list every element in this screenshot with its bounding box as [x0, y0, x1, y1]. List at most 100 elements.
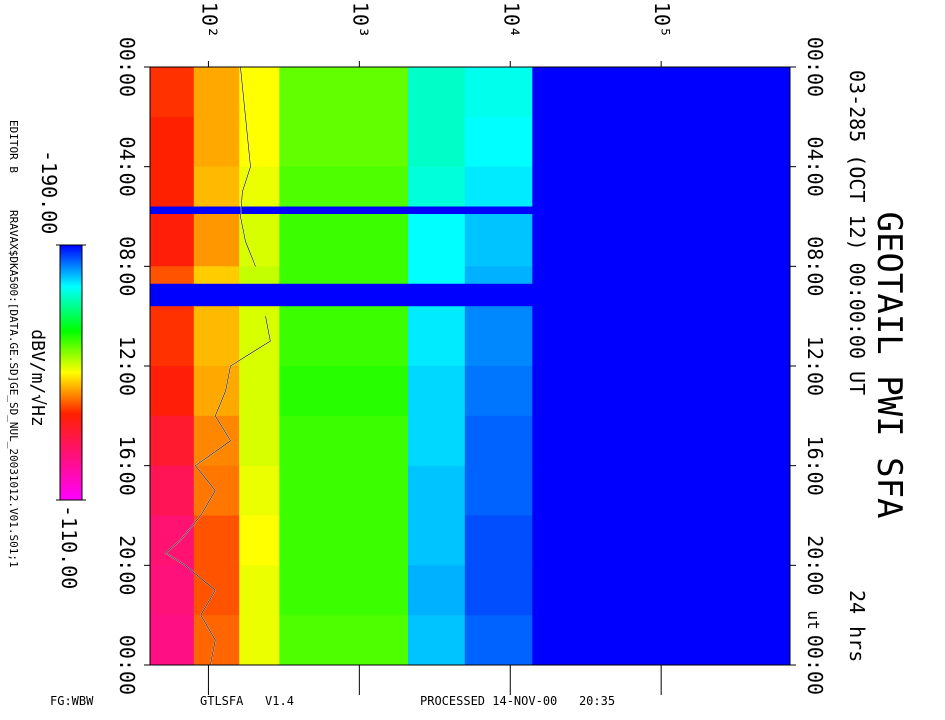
y-tick-label-right: 00:00: [803, 635, 827, 695]
cell: [150, 206, 195, 215]
cell: [464, 214, 533, 267]
cell: [532, 283, 791, 307]
cell: [193, 415, 240, 467]
colorbar-tick-label: -190.00: [37, 150, 61, 234]
cell: [464, 306, 533, 367]
cell: [239, 515, 280, 566]
cell: [532, 306, 791, 367]
cell: [193, 206, 240, 215]
cell: [532, 565, 791, 616]
cell: [193, 565, 240, 616]
cell: [150, 116, 195, 168]
cell: [193, 67, 240, 118]
cell: [464, 67, 533, 118]
cell: [279, 515, 409, 566]
y-tick-label-right: 20:00: [803, 535, 827, 595]
duration: 24 hrs: [845, 590, 869, 662]
cell: [279, 465, 409, 516]
cell: [239, 366, 280, 417]
cell: [150, 565, 195, 616]
title: GEOTAIL PWI SFA: [869, 211, 909, 518]
cell: [464, 615, 533, 666]
cell: [279, 306, 409, 367]
cell: [532, 116, 791, 168]
y-tick-label: 00:00: [115, 635, 139, 695]
cell: [239, 415, 280, 467]
y-tick-label-right: 16:00: [803, 436, 827, 496]
cell: [279, 67, 409, 118]
cell: [407, 366, 466, 417]
y-tick-label-right: 04:00: [803, 137, 827, 197]
cell: [239, 283, 280, 307]
editor-label: EDITOR B: [7, 120, 20, 173]
cell: [464, 515, 533, 566]
file-label: RRAVAX$DKA500:[DATA.GE.SD]GE_SD_NUL_2003…: [7, 210, 20, 568]
cell: [239, 266, 280, 285]
time-unit: ut: [804, 610, 823, 629]
cell: [464, 283, 533, 307]
footer-processed: PROCESSED 14-NOV-00 20:35: [420, 694, 615, 708]
colorbar-tick-label: -110.00: [57, 505, 81, 589]
cell: [464, 565, 533, 616]
cell: [239, 67, 280, 118]
cell: [239, 465, 280, 516]
colorbar-label: dBV/m/√Hz: [27, 329, 48, 427]
cell: [464, 206, 533, 215]
cell: [407, 415, 466, 467]
cell: [193, 166, 240, 208]
cell: [279, 166, 409, 208]
cell: [407, 565, 466, 616]
cell: [150, 515, 195, 566]
cell: [407, 214, 466, 267]
x-tick-label: 10⁴: [499, 2, 523, 38]
cell: [193, 366, 240, 417]
cell: [532, 615, 791, 666]
cell: [407, 465, 466, 516]
x-tick-label: 10⁵: [650, 2, 674, 38]
cell: [150, 306, 195, 367]
cell: [407, 67, 466, 118]
cell: [407, 116, 466, 168]
cell: [407, 283, 466, 307]
cell: [279, 214, 409, 267]
cell: [193, 515, 240, 566]
subtitle: 03-285 (OCT 12) 00:00:00 UT: [845, 70, 869, 395]
cell: [239, 615, 280, 666]
x-tick-label: 10³: [348, 2, 372, 38]
y-tick-label-right: 08:00: [803, 236, 827, 296]
cell: [150, 67, 195, 118]
cell: [193, 283, 240, 307]
cell: [464, 116, 533, 168]
colorbar: [59, 244, 83, 501]
cell: [407, 615, 466, 666]
cell: [193, 116, 240, 168]
x-tick-label: 10²: [197, 2, 221, 38]
cell: [407, 206, 466, 215]
cell: [279, 366, 409, 417]
cell: [464, 166, 533, 208]
cell: [464, 415, 533, 467]
cell: [150, 214, 195, 267]
cell: [279, 116, 409, 168]
y-tick-label: 12:00: [115, 336, 139, 396]
trace-shadow: [165, 66, 271, 666]
y-tick-label: 16:00: [115, 436, 139, 496]
cell: [279, 565, 409, 616]
cell: [464, 266, 533, 285]
cell: [532, 366, 791, 417]
spectrogram: [150, 67, 791, 666]
cell: [407, 166, 466, 208]
y-tick-label: 04:00: [115, 137, 139, 197]
cell: [532, 266, 791, 285]
cell: [239, 306, 280, 367]
cell: [407, 515, 466, 566]
cell: [532, 415, 791, 467]
y-tick-label: 00:00: [115, 37, 139, 97]
cell: [532, 206, 791, 215]
cell: [464, 366, 533, 417]
cell: [279, 206, 409, 215]
cell: [150, 615, 195, 666]
cell: [279, 415, 409, 467]
cell: [407, 266, 466, 285]
